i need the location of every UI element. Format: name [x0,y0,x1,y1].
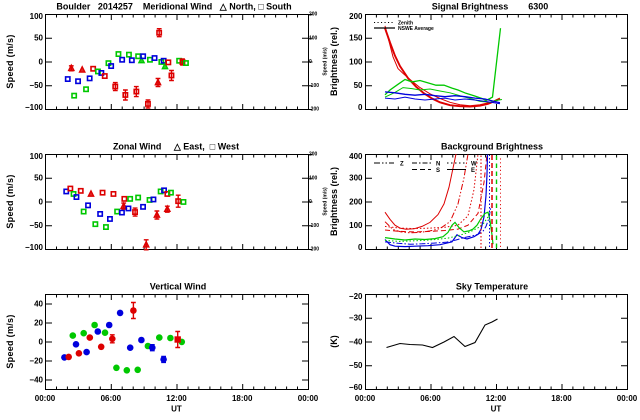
svg-text:Zenith: Zenith [398,20,413,26]
svg-text:50: 50 [354,81,363,90]
svg-text:Sky Temperature: Sky Temperature [456,282,528,292]
svg-text:50: 50 [34,174,43,183]
svg-text:18:00: 18:00 [232,394,253,403]
svg-text:−60: −60 [349,383,363,392]
svg-text:UT: UT [491,405,502,414]
svg-text:-100: -100 [309,83,319,89]
svg-text:00:00: 00:00 [298,394,319,403]
svg-text:18:00: 18:00 [551,394,572,403]
svg-text:−20: −20 [349,292,363,301]
svg-text:0: 0 [39,57,44,66]
svg-text:100: 100 [349,57,363,66]
svg-text:0: 0 [39,197,44,206]
svg-text:06:00: 06:00 [101,394,122,403]
svg-text:Vertical Wind: Vertical Wind [150,282,206,292]
svg-text:12:00: 12:00 [166,394,187,403]
svg-text:−50: −50 [29,221,43,230]
svg-text:−100: −100 [25,243,44,252]
svg-text:12:00: 12:00 [486,394,507,403]
svg-text:100: 100 [30,152,44,161]
svg-text:400: 400 [349,152,363,161]
svg-text:−40: −40 [349,337,363,346]
svg-text:Speed (m/s): Speed (m/s) [323,187,329,216]
svg-text:Brightness (rel.): Brightness (rel.) [329,167,339,236]
svg-text:40: 40 [34,299,43,308]
svg-text:NSWE Average: NSWE Average [398,26,434,32]
svg-text:−20: −20 [29,356,43,365]
svg-text:06:00: 06:00 [420,394,441,403]
svg-text:W: W [471,162,477,168]
svg-text:−50: −50 [29,81,43,90]
svg-text:(K): (K) [329,335,339,348]
svg-text:-100: -100 [309,223,319,229]
svg-text:100: 100 [309,175,318,181]
svg-text:N: N [436,162,440,168]
svg-text:Speed (m/s): Speed (m/s) [5,34,15,88]
svg-text:S: S [436,168,440,174]
svg-text:Z: Z [400,162,404,168]
svg-text:E: E [471,168,475,174]
svg-text:Brightness (rel.): Brightness (rel.) [329,27,339,96]
svg-text:Signal Brightness 6300: Signal Brightness 6300 [432,2,549,12]
svg-text:00:00: 00:00 [355,394,376,403]
svg-text:Speed (m/s): Speed (m/s) [5,314,15,368]
svg-text:UT: UT [171,405,182,414]
svg-text:200: 200 [309,12,318,18]
svg-text:200: 200 [309,152,318,158]
svg-text:-200: -200 [309,107,319,113]
svg-text:Speed (m/s): Speed (m/s) [5,174,15,228]
svg-text:0: 0 [39,337,44,346]
svg-text:-200: -200 [309,247,319,253]
svg-text:Zonal Wind △ East, □ West: Zonal Wind △ East, □ West [113,142,239,152]
svg-text:0: 0 [358,243,363,252]
svg-text:0: 0 [309,199,312,205]
svg-text:100: 100 [309,36,318,42]
svg-text:−50: −50 [349,361,363,370]
svg-text:20: 20 [34,318,43,327]
svg-text:00:00: 00:00 [35,394,56,403]
svg-text:−40: −40 [29,375,43,384]
svg-text:100: 100 [30,12,44,21]
svg-text:150: 150 [349,34,363,43]
svg-text:Speed (m/s): Speed (m/s) [323,47,329,76]
svg-text:−100: −100 [25,103,44,112]
svg-text:200: 200 [349,12,363,21]
svg-text:0: 0 [309,59,312,65]
svg-text:300: 300 [349,174,363,183]
svg-text:0: 0 [358,103,363,112]
svg-text:−30: −30 [349,314,363,323]
svg-text:00:00: 00:00 [617,394,638,403]
svg-text:200: 200 [349,197,363,206]
svg-text:Boulder 2014257 Meridiona: Boulder 2014257 Meridional Wind △ North,… [56,2,291,12]
svg-text:50: 50 [34,34,43,43]
svg-text:Background Brightness: Background Brightness [441,142,543,152]
svg-text:100: 100 [349,221,363,230]
